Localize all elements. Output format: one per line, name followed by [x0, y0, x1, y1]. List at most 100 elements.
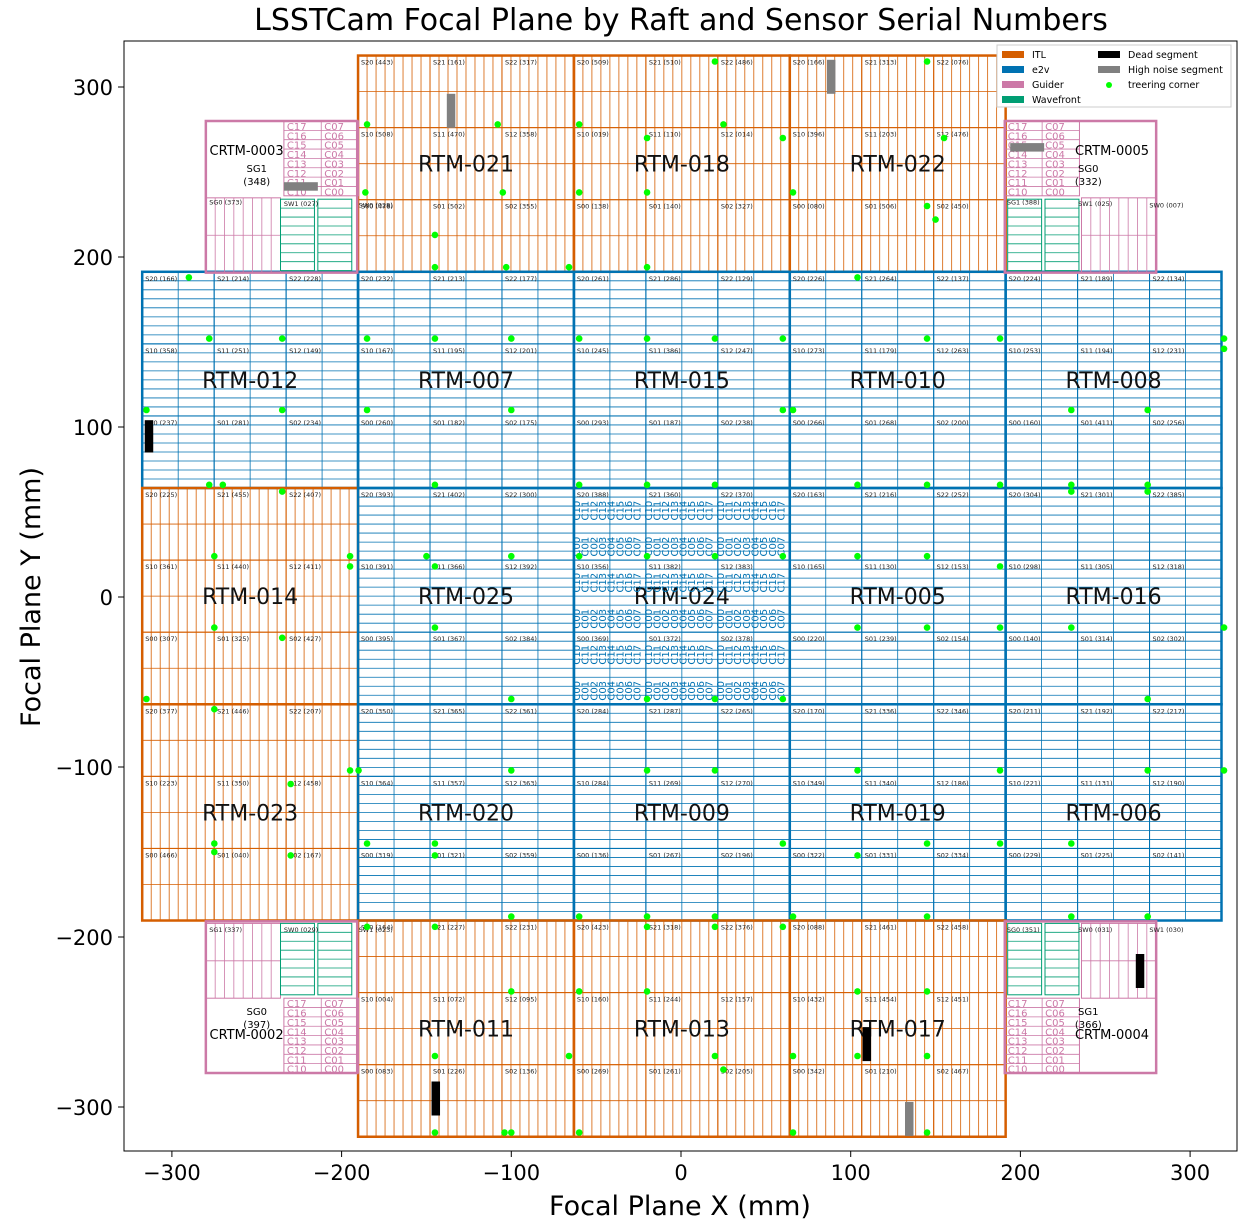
treering-point [996, 563, 1004, 570]
legend-label: Wavefront [1032, 95, 1081, 106]
sensor-label: S02 (427) [289, 635, 321, 643]
amp-label: C10 [716, 645, 727, 665]
noise-segment [826, 59, 836, 94]
amp-label: C01 [1045, 178, 1065, 189]
amp-label: C03 [1045, 159, 1065, 170]
sensor-label: S12 (392) [505, 563, 537, 571]
amp-label: C12 [733, 501, 744, 521]
amp-label: C04 [1045, 1027, 1065, 1038]
treering-point [1144, 767, 1151, 774]
amp-label: C06 [768, 537, 779, 557]
sensor-label: S11 (305) [1081, 563, 1113, 571]
sensor-label: S20 (164) [361, 924, 393, 932]
amp-label: C05 [1045, 1018, 1065, 1029]
treering-point [1068, 406, 1075, 414]
raft-RTM-005: S20 (163) S21 (216) S22 (252) S10 (165) S11 … [788, 486, 1007, 706]
treering-point [575, 189, 583, 196]
sensor-label: S20 (261) [577, 275, 609, 283]
raft-RTM-008: S20 (224) S21 (189) S22 (134) S10 (253) S11 … [1004, 270, 1223, 490]
amp-label: C00 [324, 187, 344, 198]
raft-RTM-018: S20 (509) S21 (510) S22 (486) S10 (019) S11 … [572, 54, 792, 274]
amp-label: C17 [777, 573, 788, 593]
sensor-label: S22 (346) [937, 707, 969, 715]
corner-outline [204, 119, 359, 274]
treering-point [211, 840, 218, 847]
corner-rafts-layer: C17C07C16C06C15C05C14C04C13C03C12C02C11C… [204, 119, 1184, 1076]
amp-label: C00 [716, 681, 727, 701]
sensor-label: S22 (361) [505, 707, 537, 715]
sensor-label: S10 (253) [1009, 347, 1041, 355]
treering-point [711, 1052, 719, 1060]
corner-sensor-main-label: (332) [1075, 177, 1102, 188]
sensor-label: S01 (314) [1081, 635, 1113, 643]
treering-point [779, 695, 787, 703]
amp-label: C04 [751, 537, 762, 557]
sensor-label: S21 (461) [865, 924, 897, 932]
amp-label: C11 [653, 645, 664, 665]
sensor-label: S12 (383) [721, 563, 753, 571]
treering-point [923, 202, 931, 210]
y-tick-label: −200 [55, 926, 113, 950]
sensor-label: S12 (157) [721, 996, 753, 1004]
treering-point [575, 552, 583, 560]
amp-label: C16 [287, 131, 307, 142]
amp-label: C06 [624, 537, 635, 557]
treering-point [508, 913, 515, 920]
treering-point [363, 923, 371, 931]
rtm-024-amp-labels: C10C00C11C01C12C02C13C03C14C04C15C05C16C… [572, 501, 788, 701]
treering-point [779, 552, 787, 560]
treering-point [501, 1129, 508, 1136]
amp-label: C04 [751, 609, 762, 629]
raft-RTM-021: S20 (443) S21 (161) S22 (317) S10 (508) S11 … [356, 54, 576, 274]
treering-point [923, 988, 931, 995]
sensor-label: S02 (256) [1153, 419, 1185, 427]
sensor-label: S21 (213) [433, 275, 465, 283]
amp-label: C13 [742, 645, 753, 665]
amp-label: C14 [679, 645, 690, 665]
sensor-label: S12 (476) [937, 131, 969, 139]
sensor-label: S22 (228) [289, 275, 321, 283]
sensor-label: S12 (270) [721, 779, 753, 787]
amp-label: C01 [653, 609, 664, 629]
sensor-label: S10 (508) [361, 131, 393, 139]
treering-point [278, 634, 286, 642]
amp-label: C14 [751, 645, 762, 665]
legend-marker [1002, 51, 1024, 58]
treering-point [1068, 624, 1075, 631]
sensor-label: S20 (284) [577, 707, 609, 715]
amp-label: C14 [751, 573, 762, 593]
sensor-label: S01 (325) [217, 635, 249, 643]
sensor-label: S10 (396) [793, 131, 825, 139]
corner-raft-name: CRTM-0005 [1075, 144, 1149, 159]
amp-label: C03 [742, 681, 753, 701]
raft-name: RTM-021 [418, 153, 514, 178]
raft-name: RTM-016 [1066, 585, 1162, 610]
amp-label: C03 [742, 537, 753, 557]
sensor-label: S12 (149) [289, 347, 321, 355]
amp-label: C00 [1045, 1065, 1065, 1076]
sensor-label: S02 (196) [721, 851, 753, 859]
amp-label: C03 [324, 1037, 344, 1048]
amp-label: C14 [679, 501, 690, 521]
sensor-label: S21 (189) [1081, 275, 1113, 283]
treering-point [643, 913, 651, 920]
treering-point [431, 481, 439, 489]
amp-label: C14 [607, 501, 618, 521]
treering-point [211, 552, 218, 560]
corner-raft-CRTM-0005: C17C07C16C06C15C05C14C04C13C03C12C02C11C… [1003, 119, 1184, 274]
sensor-label: S20 (224) [1009, 275, 1041, 283]
rafts-layer: S20 (443) S21 (161) S22 (317) S10 (508) S11 … [140, 54, 1223, 1139]
amp-label: C02 [1045, 1046, 1065, 1057]
amp-label: C06 [696, 537, 707, 557]
treering-point [362, 189, 369, 196]
amp-label: C06 [768, 681, 779, 701]
raft-name: RTM-007 [418, 369, 514, 394]
sensor-label: S20 (225) [145, 491, 177, 499]
amp-label: C13 [287, 159, 307, 170]
raft-name: RTM-020 [418, 801, 514, 826]
sensor-label: S20 (443) [361, 59, 393, 67]
treering-point [789, 406, 797, 414]
amp-label: C16 [696, 645, 707, 665]
segments-layer [144, 59, 1145, 1136]
raft-name: RTM-013 [634, 1018, 730, 1043]
